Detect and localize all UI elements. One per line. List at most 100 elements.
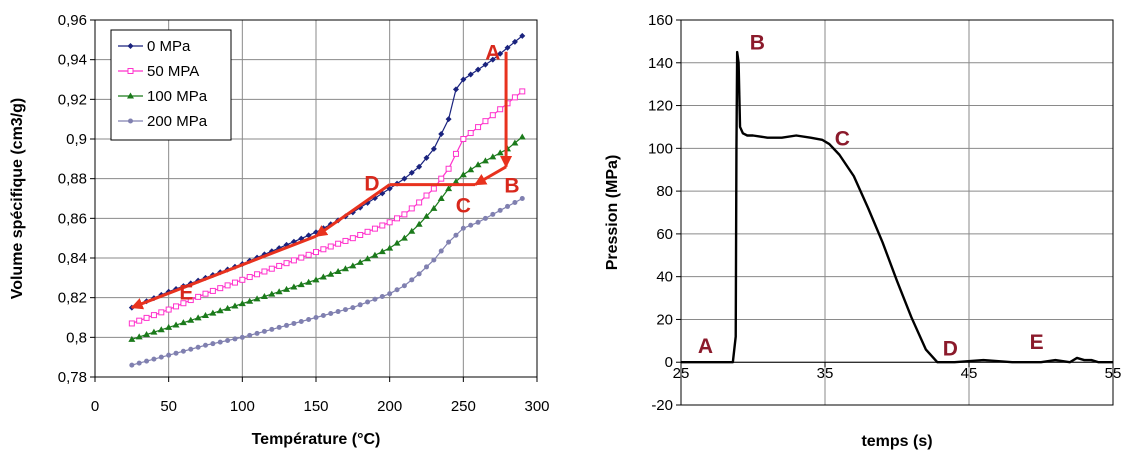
y-tick-label: 0,82 xyxy=(58,290,87,307)
data-point xyxy=(342,307,348,313)
data-point xyxy=(290,283,298,290)
data-point xyxy=(328,311,334,317)
x-tick-label: 300 xyxy=(524,398,549,415)
data-point xyxy=(313,315,319,320)
y-tick-label: 0,88 xyxy=(58,171,87,188)
data-point xyxy=(238,300,246,307)
x-axis-label: temps (s) xyxy=(861,433,932,450)
data-point xyxy=(489,112,496,119)
y-tick-label: 0,84 xyxy=(58,250,87,267)
data-point xyxy=(129,362,135,368)
annotation-C: C xyxy=(835,128,850,151)
data-point xyxy=(393,239,401,246)
data-point xyxy=(143,331,151,338)
data-point xyxy=(305,251,312,258)
data-point xyxy=(275,288,283,295)
data-point xyxy=(408,227,416,234)
data-point xyxy=(350,305,356,311)
data-point xyxy=(445,116,452,123)
data-point xyxy=(489,153,497,160)
x-tick-label: 35 xyxy=(817,365,834,382)
data-point xyxy=(320,246,327,253)
data-point xyxy=(335,309,341,315)
annotation-A: A xyxy=(485,42,500,65)
pressure-chart: 25 35 45 55 -20 0 20 40 60 80 100 120 140 160 temps (s… xyxy=(604,12,1121,450)
y-tick-label: 0,78 xyxy=(58,369,87,386)
data-point xyxy=(481,157,489,164)
data-point xyxy=(209,287,216,294)
data-point xyxy=(430,204,438,211)
data-point xyxy=(519,196,525,201)
data-point xyxy=(452,178,460,185)
data-point xyxy=(497,50,504,57)
annotation-E: E xyxy=(1030,331,1044,354)
data-point xyxy=(431,257,437,263)
annotation-E: E xyxy=(179,282,193,305)
annotation-B: B xyxy=(750,31,765,54)
data-point xyxy=(512,199,518,205)
data-point xyxy=(136,360,142,366)
data-point xyxy=(519,88,526,95)
data-point xyxy=(467,130,474,137)
data-point xyxy=(482,215,488,221)
y-tick-label: 120 xyxy=(648,98,673,115)
y-tick-label: 140 xyxy=(648,55,673,72)
data-point xyxy=(489,56,496,63)
data-point xyxy=(210,341,216,347)
data-point xyxy=(438,175,445,182)
data-point xyxy=(424,264,429,270)
data-point xyxy=(203,342,208,348)
data-point xyxy=(225,338,231,344)
data-point xyxy=(482,61,489,68)
data-point xyxy=(276,262,283,269)
x-tick-label: 250 xyxy=(451,398,476,415)
x-tick-label: 100 xyxy=(230,398,255,415)
data-point xyxy=(180,348,186,354)
data-point xyxy=(180,300,187,307)
annotation-B: B xyxy=(504,175,519,198)
data-point xyxy=(246,297,254,304)
data-point xyxy=(195,293,202,300)
data-point xyxy=(216,307,224,314)
data-point xyxy=(408,205,415,212)
data-point xyxy=(387,291,393,297)
data-point xyxy=(408,169,415,176)
y-tick-label: 160 xyxy=(648,12,673,29)
y-axis-label: Pression (MPa) xyxy=(604,155,621,271)
data-point xyxy=(179,319,187,326)
data-point xyxy=(349,262,357,269)
data-point xyxy=(519,32,526,39)
data-point xyxy=(518,133,526,140)
data-point xyxy=(371,225,378,232)
data-point xyxy=(467,166,475,173)
data-point xyxy=(283,285,291,292)
series-200-mpa xyxy=(129,196,525,368)
data-point xyxy=(246,274,253,281)
data-point xyxy=(468,222,474,228)
data-point xyxy=(173,303,180,310)
data-point xyxy=(430,145,437,152)
data-point xyxy=(231,279,238,286)
data-point xyxy=(334,267,342,274)
data-point xyxy=(217,285,224,292)
y-tick-label: 20 xyxy=(656,311,673,328)
data-point xyxy=(128,335,136,342)
data-point xyxy=(297,281,305,288)
annotation-D: D xyxy=(943,337,958,360)
data-point xyxy=(386,244,394,251)
y-tick-label: 0,8 xyxy=(66,329,87,346)
data-point xyxy=(157,326,165,333)
data-point xyxy=(291,320,297,326)
y-tick-label: 0,96 xyxy=(58,12,87,29)
x-tick-label: 0 xyxy=(91,398,99,415)
data-point xyxy=(298,254,305,261)
legend-label: 0 MPa xyxy=(147,38,191,55)
data-point xyxy=(423,192,430,199)
data-point xyxy=(239,276,246,283)
data-point xyxy=(445,165,452,172)
data-point xyxy=(460,225,466,231)
y-tick-label: 80 xyxy=(656,183,673,200)
y-tick-label: 100 xyxy=(648,140,673,157)
data-point xyxy=(497,106,504,113)
